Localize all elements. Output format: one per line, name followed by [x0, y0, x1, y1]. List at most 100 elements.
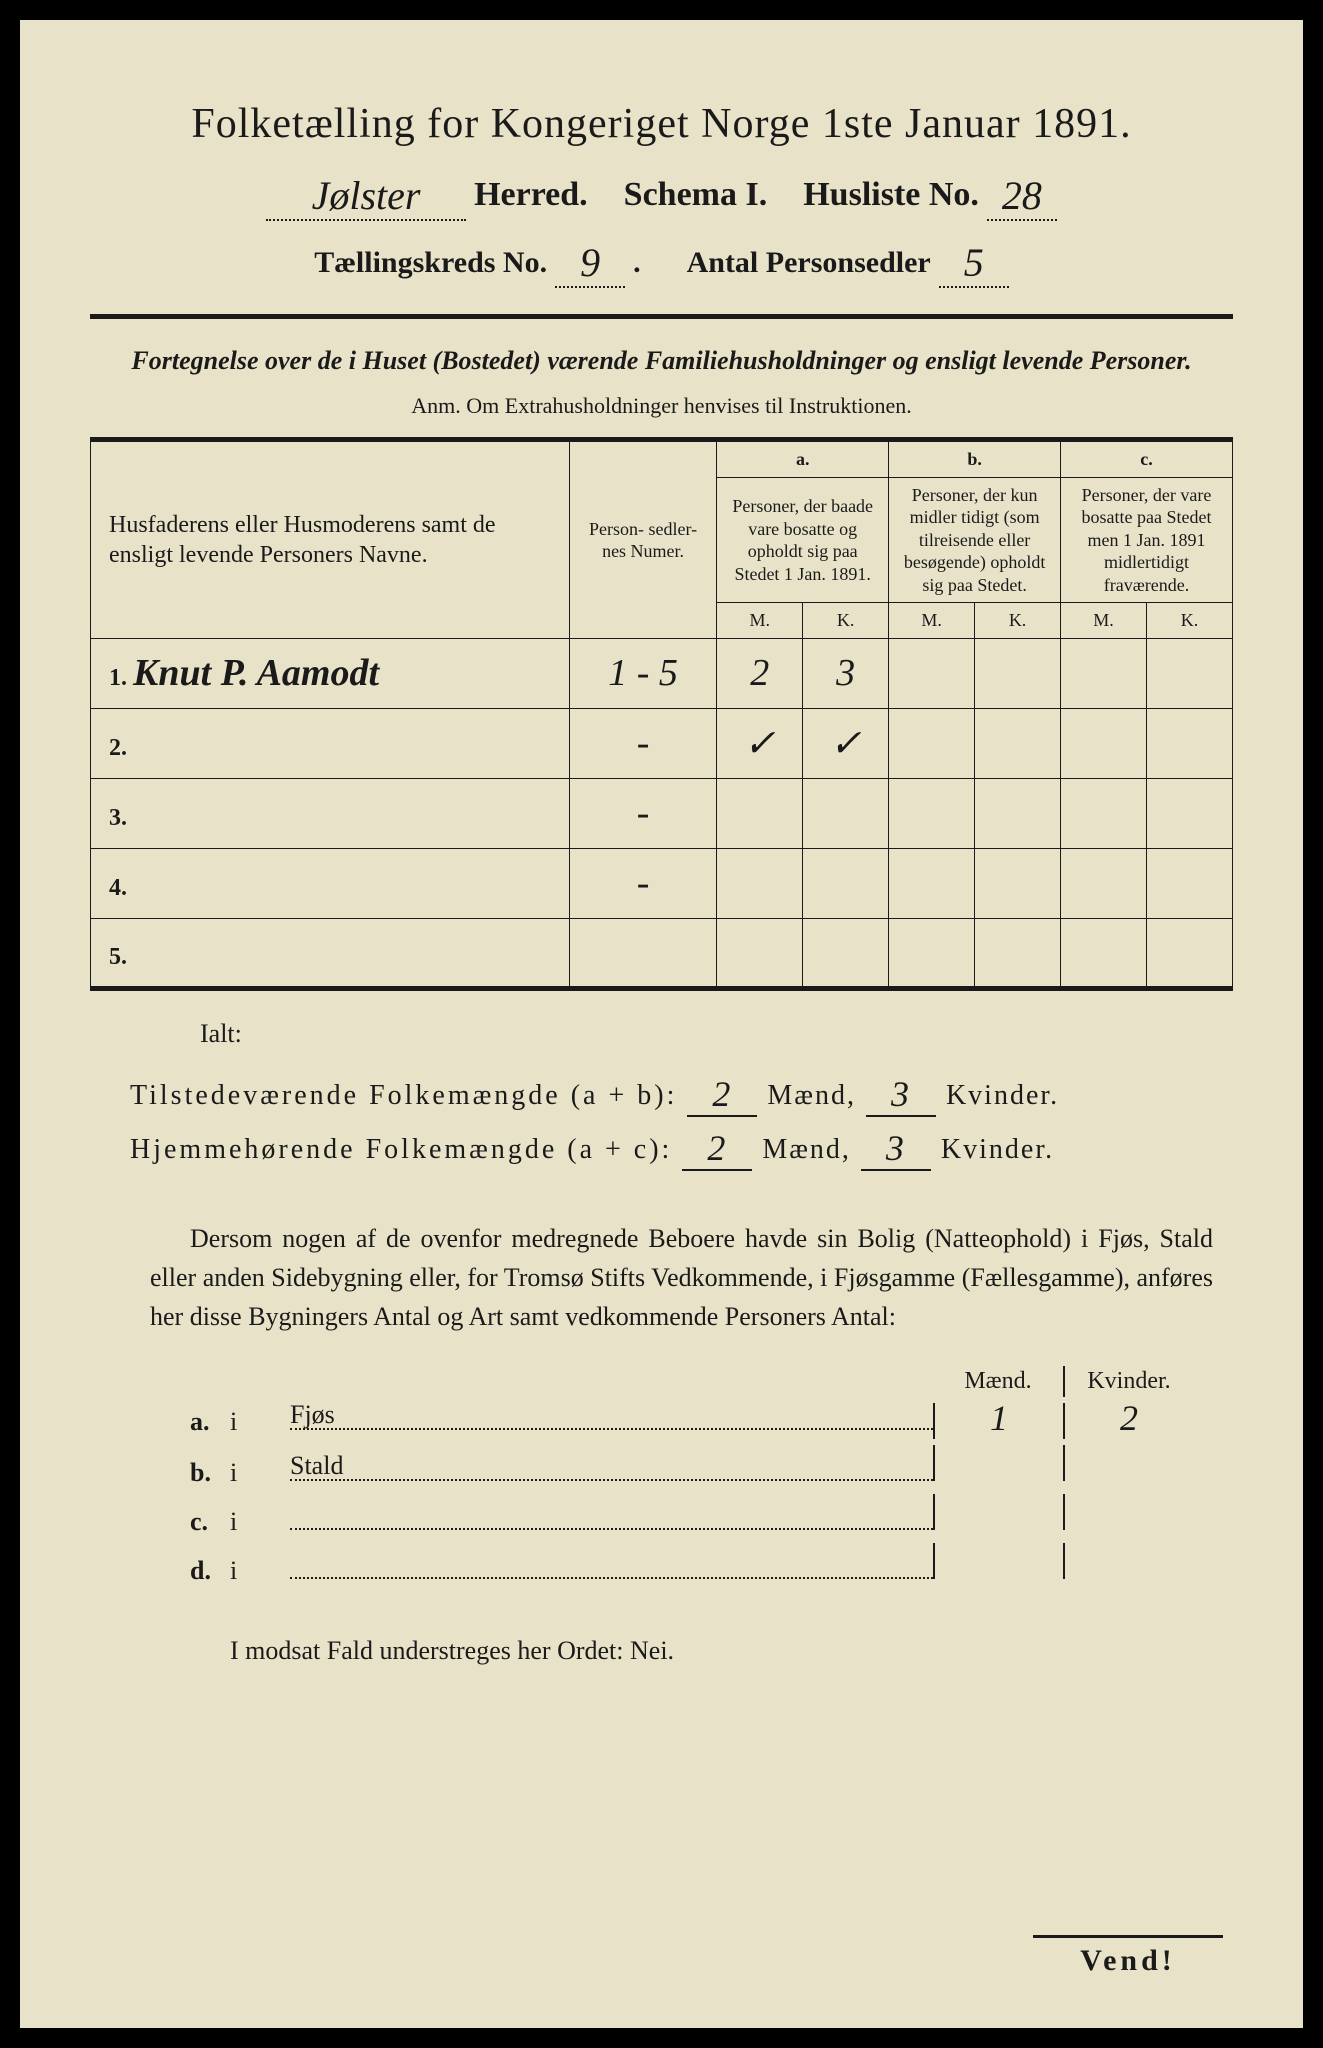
cell-cm	[1061, 848, 1147, 918]
building-m	[933, 1494, 1063, 1530]
col-b-label: b.	[889, 440, 1061, 478]
building-letter: b.	[190, 1458, 230, 1488]
building-block: Mænd. Kvinder. a.iFjøs12b.iStaldc.id.i	[190, 1366, 1193, 1586]
table-row: 5.	[91, 918, 1233, 988]
cell-ak	[803, 778, 889, 848]
cell-bk	[975, 778, 1061, 848]
building-m	[933, 1445, 1063, 1481]
totals-1-m: 2	[687, 1073, 757, 1117]
header-row-2: Tællingskreds No. 9 . Antal Personsedler…	[90, 235, 1233, 284]
cell-bm	[889, 708, 975, 778]
cell-bm	[889, 848, 975, 918]
building-paragraph: Dersom nogen af de ovenfor medregnede Be…	[150, 1219, 1213, 1336]
cell-am	[717, 848, 803, 918]
cell-cm	[1061, 638, 1147, 708]
person-num: -	[569, 778, 716, 848]
kvinder-label: Kvinder.	[946, 1080, 1059, 1112]
building-k: 2	[1063, 1403, 1193, 1439]
row-num: 1. Knut P. Aamodt	[91, 638, 570, 708]
person-num: -	[569, 848, 716, 918]
modsat-line: I modsat Fald understreges her Ordet: Ne…	[230, 1636, 1233, 1666]
cell-ak: ✓	[803, 708, 889, 778]
building-k	[1063, 1543, 1193, 1579]
page-title: Folketælling for Kongeriget Norge 1ste J…	[90, 100, 1233, 148]
cell-ck	[1147, 708, 1233, 778]
cell-am	[717, 918, 803, 988]
col-b-desc: Personer, der kun midler tidigt (som til…	[889, 477, 1061, 603]
building-k	[1063, 1494, 1193, 1530]
cell-cm	[1061, 778, 1147, 848]
herred-label: Herred.	[474, 176, 588, 214]
totals-2-k: 3	[861, 1127, 931, 1171]
building-m: 1	[933, 1403, 1063, 1439]
person-num	[569, 918, 716, 988]
building-i: i	[230, 1407, 290, 1437]
main-table: Husfaderens eller Husmoderens samt de en…	[90, 437, 1233, 991]
row-num: 4.	[91, 848, 570, 918]
schema-label: Schema I.	[624, 176, 768, 214]
kreds-value: 9	[555, 239, 625, 288]
cell-ck	[1147, 918, 1233, 988]
mk-header: K.	[975, 603, 1061, 639]
person-num: 1 - 5	[569, 638, 716, 708]
table-row: 1. Knut P. Aamodt1 - 523	[91, 638, 1233, 708]
husliste-value: 28	[987, 172, 1057, 221]
table-row: 3. -	[91, 778, 1233, 848]
building-hdr-m: Mænd.	[933, 1366, 1063, 1397]
totals-line-2: Hjemmehørende Folkemængde (a + c): 2 Mæn…	[130, 1125, 1233, 1169]
building-row: d.i	[190, 1543, 1193, 1586]
mk-header: M.	[1061, 603, 1147, 639]
census-form-page: Folketælling for Kongeriget Norge 1ste J…	[20, 20, 1303, 2028]
building-k	[1063, 1445, 1193, 1481]
building-i: i	[230, 1458, 290, 1488]
husliste-label: Husliste No.	[803, 176, 979, 214]
totals-1-k: 3	[866, 1073, 936, 1117]
person-num: -	[569, 708, 716, 778]
cell-ak	[803, 848, 889, 918]
antal-value: 5	[939, 239, 1009, 288]
totals-line-1: Tilstedeværende Folkemængde (a + b): 2 M…	[130, 1071, 1233, 1115]
col-a-label: a.	[717, 440, 889, 478]
cell-bm	[889, 918, 975, 988]
rule	[90, 314, 1233, 319]
table-row: 2. -✓✓	[91, 708, 1233, 778]
building-header: Mænd. Kvinder.	[190, 1366, 1193, 1397]
row-num: 5.	[91, 918, 570, 988]
cell-bk	[975, 918, 1061, 988]
cell-bk	[975, 638, 1061, 708]
mk-header: K.	[1147, 603, 1233, 639]
col-a-desc: Personer, der baade vare bosatte og opho…	[717, 477, 889, 603]
anm-note: Anm. Om Extrahusholdninger henvises til …	[90, 393, 1233, 419]
row-num: 2.	[91, 708, 570, 778]
header-row-1: Jølster Herred. Schema I. Husliste No. 2…	[90, 168, 1233, 217]
subtitle: Fortegnelse over de i Huset (Bostedet) v…	[130, 343, 1193, 379]
col-num-header: Person- sedler- nes Numer.	[569, 440, 716, 639]
building-i: i	[230, 1507, 290, 1537]
building-row: b.iStald	[190, 1445, 1193, 1488]
building-i: i	[230, 1556, 290, 1586]
building-letter: a.	[190, 1407, 230, 1437]
totals-2-label: Hjemmehørende Folkemængde (a + c):	[130, 1134, 672, 1166]
totals-1-label: Tilstedeværende Folkemængde (a + b):	[130, 1080, 677, 1112]
cell-ak	[803, 918, 889, 988]
vend-label: Vend!	[1033, 1935, 1223, 1978]
building-place	[290, 1553, 933, 1579]
totals-2-m: 2	[682, 1127, 752, 1171]
maend-label: Mænd,	[767, 1080, 856, 1112]
mk-header: M.	[889, 603, 975, 639]
cell-bk	[975, 708, 1061, 778]
col-c-desc: Personer, der vare bosatte paa Stedet me…	[1061, 477, 1233, 603]
mk-header: K.	[803, 603, 889, 639]
cell-bk	[975, 848, 1061, 918]
building-letter: d.	[190, 1556, 230, 1586]
cell-am: 2	[717, 638, 803, 708]
herred-value: Jølster	[266, 172, 466, 221]
cell-bm	[889, 638, 975, 708]
building-hdr-k: Kvinder.	[1063, 1366, 1193, 1397]
building-row: c.i	[190, 1494, 1193, 1537]
ialt-label: Ialt:	[200, 1019, 1233, 1049]
cell-ck	[1147, 778, 1233, 848]
cell-ak: 3	[803, 638, 889, 708]
building-place: Stald	[290, 1455, 933, 1481]
cell-cm	[1061, 918, 1147, 988]
